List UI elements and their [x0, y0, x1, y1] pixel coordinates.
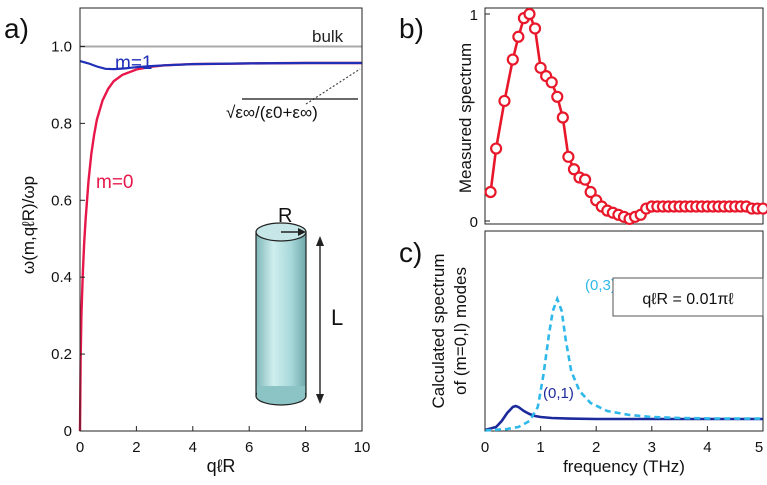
calculated-mode-03-line — [484, 295, 763, 432]
cylinder-inset: R L — [255, 205, 343, 406]
panel-b-y-tick-label: 0 — [470, 214, 478, 231]
panel-b-plot-frame — [484, 7, 764, 225]
panel-c-plot-frame — [484, 230, 764, 432]
panel-c-y-axis-label-line2: of (m=0,l) modes — [451, 267, 470, 395]
calculated-mode-01-line — [484, 404, 763, 432]
panel-a-x-tick-label: 10 — [354, 439, 371, 456]
panel-b-y-axis-label: Measured spectrum — [456, 43, 475, 193]
length-arrowhead-top — [316, 236, 324, 246]
panel-c-x-tick-label: 0 — [481, 439, 489, 456]
measured-spectrum-point — [578, 173, 592, 186]
series-label-01: (0,1) — [543, 385, 574, 402]
measured-spectrum-point — [562, 150, 575, 163]
panel-c-x-tick-label: 2 — [592, 439, 600, 456]
bulk-label: bulk — [312, 27, 344, 46]
cylinder-bottom-fill — [257, 386, 305, 396]
length-arrowhead-bottom — [316, 394, 324, 404]
measured-spectrum-point — [534, 61, 547, 74]
series-label-03: (0,3) — [585, 277, 616, 294]
panel-a-label: a) — [4, 13, 29, 44]
series-line-m1 — [79, 60, 362, 71]
radius-arrowhead — [298, 228, 306, 236]
panel-a-x-axis-label: qℓR — [207, 456, 236, 476]
measured-spectrum-point — [584, 185, 597, 199]
panel-a-y-tick-label: 1.0 — [51, 38, 72, 55]
measured-spectrum-point — [528, 22, 542, 35]
panel-a-plot-frame — [79, 7, 363, 432]
panel-a-y-tick-label: 0.4 — [51, 269, 72, 286]
measured-spectrum-point — [506, 53, 519, 66]
panel-a: a) 0 2 4 6 8 10 0 0.2 0.4 0.6 0.8 1.0 bulk m=1 m=0… — [4, 7, 371, 476]
panel-a-x-tick-label: 8 — [301, 439, 309, 456]
measured-spectrum-point — [512, 30, 525, 43]
panel-c-x-tick-label: 5 — [755, 439, 763, 456]
measured-spectrum-line — [489, 11, 763, 221]
panel-c-x-axis-label: frequency (THz) — [563, 457, 685, 476]
measured-spectrum-point — [551, 90, 564, 103]
measured-spectrum-point — [523, 7, 536, 21]
panel-c-x-tick-label: 4 — [703, 439, 711, 456]
measured-spectrum-point — [484, 185, 497, 199]
radius-label: R — [278, 205, 292, 227]
series-label-m1: m=1 — [115, 53, 153, 74]
panel-b-y-tick-label: 1 — [470, 7, 478, 24]
panel-c-y-axis-label-line1: Calculated spectrum — [429, 254, 448, 409]
panel-a-y-tick-label: 0.8 — [51, 115, 72, 132]
measured-spectrum-point — [498, 94, 511, 108]
measured-spectrum-point — [545, 76, 558, 89]
cylinder-body — [255, 231, 307, 397]
panel-b: b) 0 1 Measured spectrum — [399, 7, 767, 231]
panel-c-label: c) — [399, 237, 422, 268]
panel-c-x-tick-label: 3 — [648, 439, 656, 456]
panel-a-x-tick-label: 0 — [76, 439, 84, 456]
annotation-text: qℓR = 0.01πℓ — [642, 291, 733, 308]
panel-a-y-axis-label: ω(m,qℓR)/ωp — [19, 176, 38, 274]
measured-spectrum-point — [756, 202, 767, 215]
annotation-box — [612, 277, 764, 317]
measured-spectrum-point — [567, 163, 581, 176]
panel-c-x-tick-label: 1 — [536, 439, 544, 456]
panel-a-y-tick-label: 0 — [64, 423, 72, 440]
length-label: L — [331, 305, 343, 330]
measured-spectrum-point — [556, 111, 569, 124]
panel-a-x-tick-label: 2 — [132, 439, 140, 456]
panel-a-x-tick-label: 6 — [245, 439, 253, 456]
panel-b-label: b) — [399, 13, 424, 44]
measured-spectrum-point — [490, 142, 503, 155]
series-label-m0: m=0 — [96, 172, 134, 193]
panel-c: c) 0 1 2 3 4 5 (0,1) (0,3) qℓR = 0.01πℓ Calcu… — [399, 230, 764, 476]
asymptote-label: √ε∞/(ε0+ε∞) — [226, 103, 318, 122]
panel-a-x-tick-label: 4 — [189, 439, 197, 456]
panel-a-y-tick-label: 0.2 — [51, 346, 72, 363]
asymptote-pointer — [305, 68, 361, 105]
panel-a-y-tick-label: 0.6 — [51, 192, 72, 209]
